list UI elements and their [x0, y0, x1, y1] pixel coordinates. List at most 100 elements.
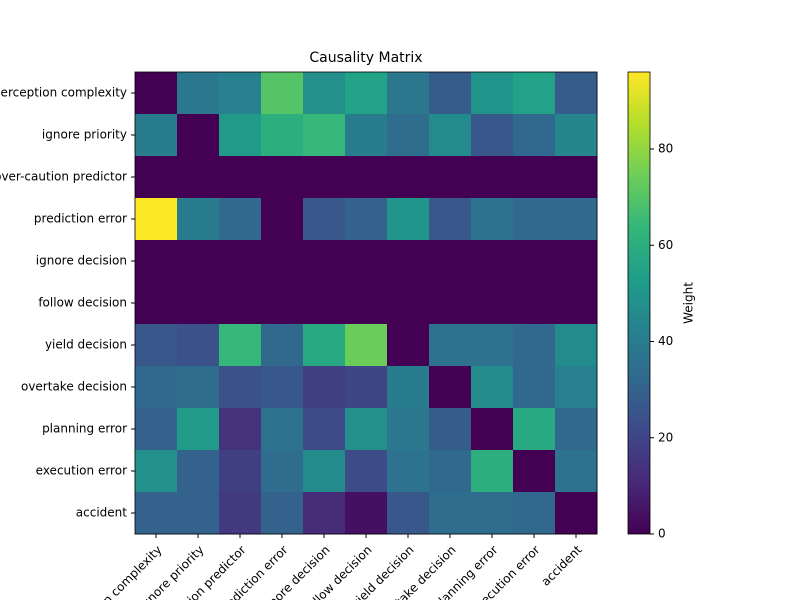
heatmap-cell	[555, 324, 598, 367]
x-tick-label: accident	[538, 542, 584, 588]
heatmap-cell	[135, 156, 178, 199]
heatmap-cell	[177, 198, 220, 241]
heatmap-cell	[429, 450, 472, 493]
heatmap-cell	[219, 198, 262, 241]
heatmap-cell	[429, 492, 472, 535]
heatmap-cell	[555, 492, 598, 535]
heatmap-cell	[387, 324, 430, 367]
heatmap-cell	[219, 450, 262, 493]
colorbar-tick-label: 20	[658, 430, 673, 444]
heatmap-cell	[471, 198, 514, 241]
heatmap-cell	[135, 198, 178, 241]
heatmap-cell	[303, 366, 346, 409]
heatmap-cell	[261, 240, 304, 283]
heatmap-cell	[345, 450, 388, 493]
heatmap-cell	[219, 72, 262, 115]
heatmap-cell	[429, 72, 472, 115]
heatmap-cell	[555, 282, 598, 325]
heatmap-cell	[135, 366, 178, 409]
heatmap-cell	[345, 492, 388, 535]
y-tick-label: yield decision	[45, 338, 127, 352]
heatmap-cell	[303, 156, 346, 199]
heatmap-cell	[261, 114, 304, 157]
heatmap-cell	[219, 114, 262, 157]
heatmap-cell	[555, 72, 598, 115]
y-tick-label: accident	[76, 506, 127, 520]
y-tick-label: over-caution predictor	[0, 170, 127, 184]
heatmap-cell	[219, 156, 262, 199]
heatmap-cell	[513, 282, 556, 325]
heatmap-cell	[261, 198, 304, 241]
heatmap-cell	[513, 240, 556, 283]
heatmap-cell	[471, 408, 514, 451]
heatmap-cell	[429, 198, 472, 241]
heatmap-cell	[513, 156, 556, 199]
heatmap-cell	[261, 156, 304, 199]
heatmap-cell	[135, 240, 178, 283]
heatmap-cell	[555, 366, 598, 409]
heatmap-cell	[345, 282, 388, 325]
heatmap-cell	[513, 72, 556, 115]
heatmap-cell	[303, 408, 346, 451]
heatmap-cell	[261, 366, 304, 409]
heatmap-cell	[219, 324, 262, 367]
heatmap-cell	[135, 282, 178, 325]
y-tick-label: planning error	[42, 422, 127, 436]
heatmap-cell	[219, 282, 262, 325]
heatmap-cell	[513, 114, 556, 157]
heatmap-cell	[345, 72, 388, 115]
heatmap-cell	[177, 324, 220, 367]
y-tick-label: perception complexity	[0, 86, 127, 100]
heatmap-cell	[513, 198, 556, 241]
y-tick-label: execution error	[36, 464, 127, 478]
heatmap-cell	[303, 114, 346, 157]
heatmap-cell	[219, 408, 262, 451]
heatmap-cell	[555, 114, 598, 157]
heatmap-cell	[429, 240, 472, 283]
heatmap-cell	[345, 114, 388, 157]
heatmap-cell	[471, 450, 514, 493]
heatmap-cell	[429, 366, 472, 409]
heatmap-cell	[471, 240, 514, 283]
heatmap-cell	[471, 282, 514, 325]
heatmap-cell	[261, 72, 304, 115]
heatmap-cell	[135, 72, 178, 115]
heatmap-cell	[261, 492, 304, 535]
heatmap-cell	[177, 492, 220, 535]
heatmap-cell	[177, 114, 220, 157]
heatmap-cell	[135, 450, 178, 493]
heatmap-cell	[345, 156, 388, 199]
heatmap-cell	[555, 240, 598, 283]
heatmap-cell	[303, 72, 346, 115]
heatmap-cell	[555, 156, 598, 199]
heatmap-cell	[219, 366, 262, 409]
y-tick-label: prediction error	[34, 212, 127, 226]
heatmap-cell	[135, 114, 178, 157]
heatmap-cell	[471, 324, 514, 367]
heatmap-cell	[513, 324, 556, 367]
heatmap-cell	[387, 282, 430, 325]
heatmap-cell	[471, 492, 514, 535]
heatmap-cell	[177, 282, 220, 325]
heatmap-cell	[345, 198, 388, 241]
y-tick-label: overtake decision	[21, 380, 127, 394]
colorbar-tick-label: 40	[658, 334, 673, 348]
heatmap-cell	[345, 366, 388, 409]
heatmap-cell	[135, 408, 178, 451]
heatmap-cell	[345, 408, 388, 451]
heatmap-cell	[555, 450, 598, 493]
colorbar-tick-label: 60	[658, 238, 673, 252]
heatmap-cell	[135, 492, 178, 535]
heatmap-cell	[303, 240, 346, 283]
heatmap-cell	[387, 450, 430, 493]
heatmap-cell	[471, 366, 514, 409]
heatmap-cell	[303, 450, 346, 493]
heatmap-cell	[387, 114, 430, 157]
heatmap-cell	[261, 450, 304, 493]
heatmap-cell	[513, 366, 556, 409]
heatmap-cell	[555, 198, 598, 241]
heatmap-cell	[219, 492, 262, 535]
y-tick-label: ignore decision	[36, 254, 127, 268]
heatmap-cell	[429, 156, 472, 199]
